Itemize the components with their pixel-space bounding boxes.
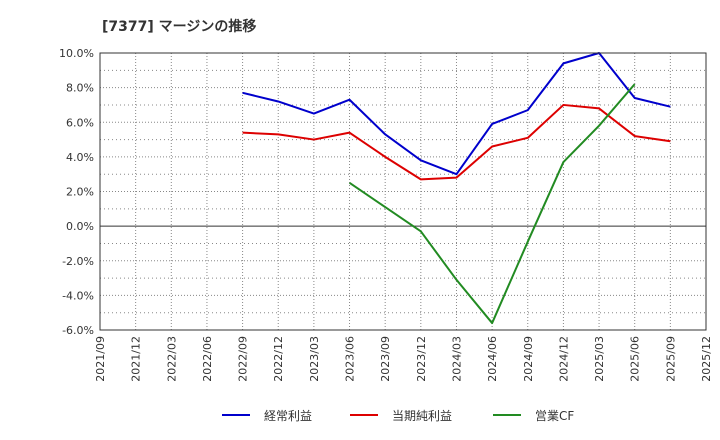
x-tick-label: 2025/03 — [593, 336, 606, 382]
legend-label: 営業CF — [535, 409, 574, 423]
x-tick-label: 2023/06 — [344, 336, 357, 382]
x-tick-label: 2022/03 — [165, 336, 178, 382]
x-tick-label: 2021/09 — [94, 336, 107, 382]
chart-title: [7377] マージンの推移 — [102, 18, 256, 35]
x-tick-label: 2021/12 — [130, 336, 143, 382]
series-line-3 — [348, 83, 636, 325]
y-tick-label: 6.0% — [66, 116, 94, 129]
x-tick-label: 2024/03 — [450, 336, 463, 382]
y-tick-labels: 10.0% 8.0% 6.0% 4.0% 2.0% 0.0% -2.0% -4.0% -6.0% — [59, 47, 94, 337]
y-tick-label: 10.0% — [59, 47, 94, 60]
legend-label: 経常利益 — [264, 409, 312, 423]
legend-label: 当期純利益 — [392, 409, 452, 423]
x-tick-label: 2024/12 — [557, 336, 570, 382]
x-tick-label: 2023/12 — [415, 336, 428, 382]
x-tick-label: 2023/03 — [308, 336, 321, 382]
x-tick-label: 2025/12 — [700, 336, 713, 382]
x-tick-label: 2025/06 — [629, 336, 642, 382]
y-tick-label: 8.0% — [66, 82, 94, 95]
y-tick-label: -6.0% — [62, 324, 94, 337]
y-tick-label: 4.0% — [66, 151, 94, 164]
x-tick-label: 2025/09 — [664, 336, 677, 382]
legend: 経常利益 当期純利益 営業CF — [222, 409, 574, 423]
x-tick-label: 2022/09 — [237, 336, 250, 382]
grid — [100, 53, 706, 330]
x-tick-label: 2022/06 — [201, 336, 214, 382]
y-tick-label: 2.0% — [66, 186, 94, 199]
y-tick-label: -4.0% — [62, 289, 94, 302]
y-tick-label: 0.0% — [66, 220, 94, 233]
y-tick-label: -2.0% — [62, 255, 94, 268]
series-line-2 — [242, 103, 671, 181]
x-tick-label: 2022/12 — [272, 336, 285, 382]
x-tick-label: 2024/06 — [486, 336, 499, 382]
x-tick-label: 2023/09 — [379, 336, 392, 382]
plot-border — [99, 52, 707, 331]
x-tick-labels: 2021/09 2021/12 2022/03 2022/06 2022/09 2022/… — [94, 336, 713, 382]
x-tick-label: 2024/09 — [522, 336, 535, 382]
